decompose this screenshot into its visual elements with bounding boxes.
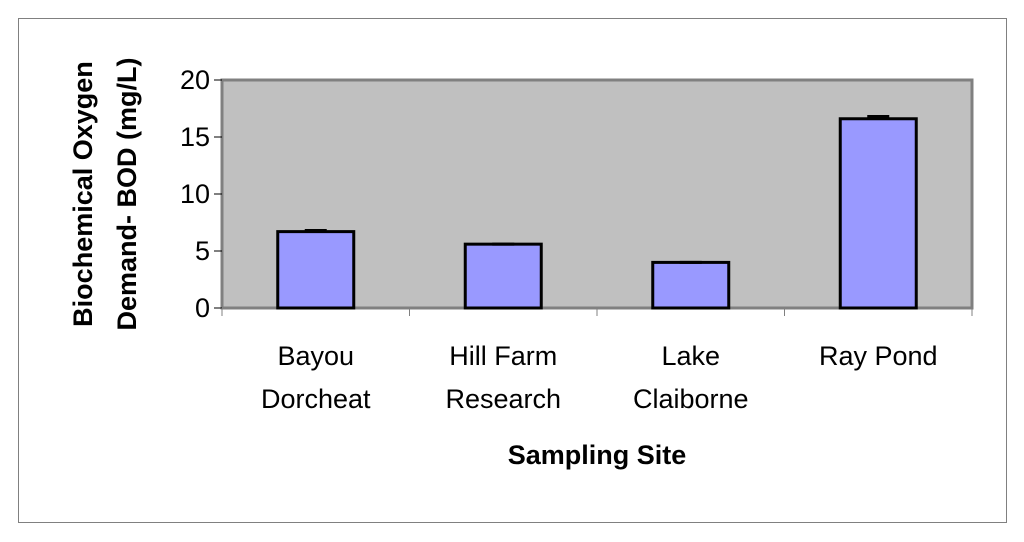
x-tick-label: Hill Farm Research [445, 341, 562, 414]
bar [463, 242, 543, 310]
x-axis-title: Sampling Site [507, 440, 687, 470]
x-tick-label: Bayou Dorcheat [260, 341, 371, 414]
chart-border [18, 18, 1007, 523]
y-tick-label: 10 [179, 179, 210, 209]
bar [838, 117, 918, 310]
y-tick-label: 5 [194, 236, 210, 266]
y-tick-label: 20 [179, 65, 210, 95]
bar [276, 230, 356, 310]
y-tick-label: 0 [194, 293, 210, 323]
x-tick-label: Ray Pond [818, 341, 938, 371]
x-tick-label: Lake Claiborne [632, 341, 749, 414]
bar [651, 260, 731, 310]
y-tick-label: 15 [179, 122, 210, 152]
y-axis-title: Biochemical Oxygen Demand- BOD (mg/L) [68, 57, 142, 331]
